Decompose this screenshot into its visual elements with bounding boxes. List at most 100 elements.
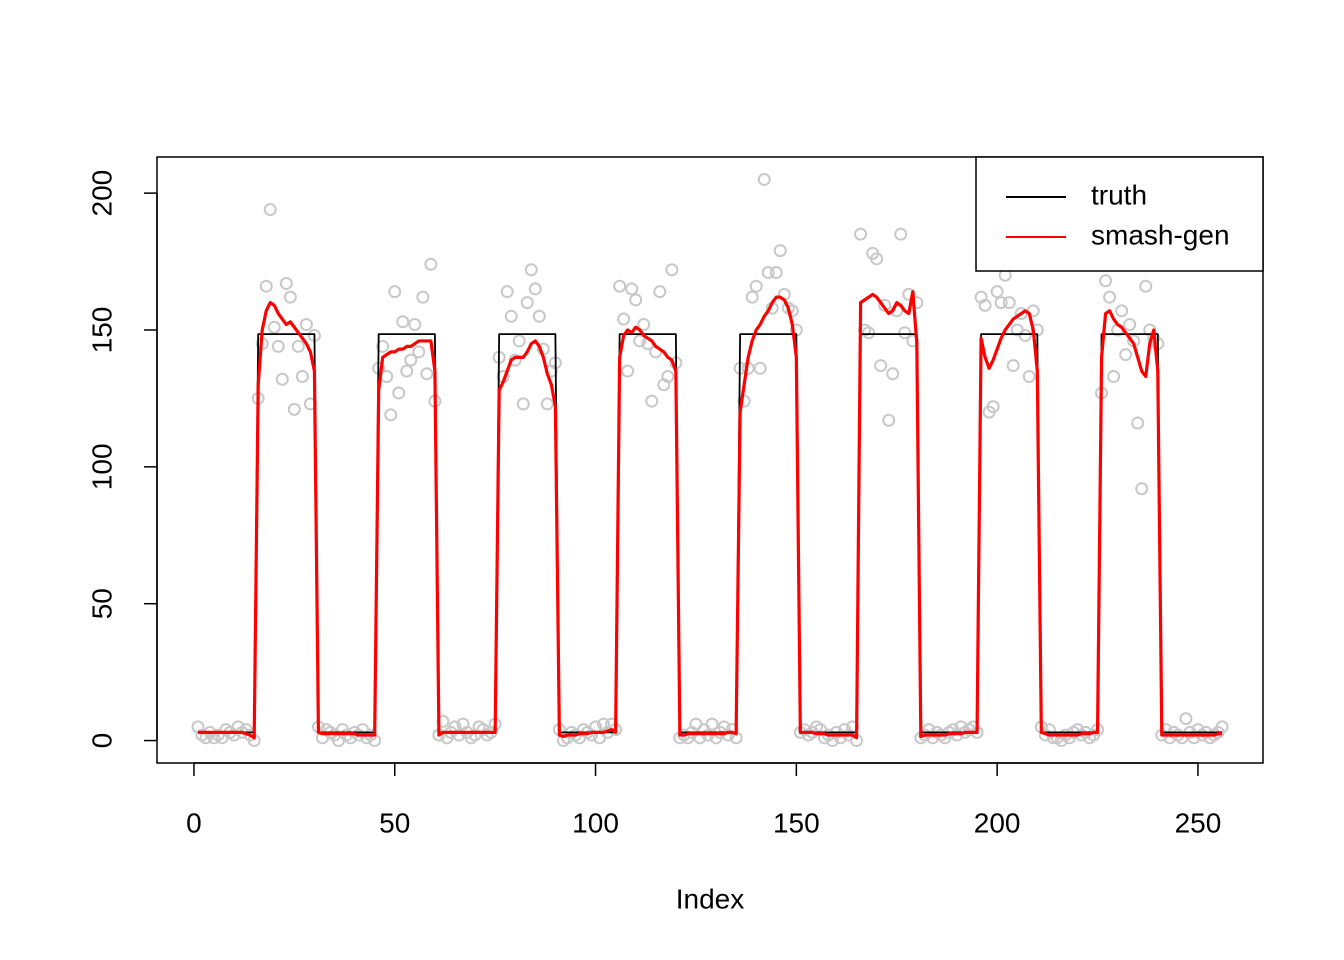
data-point (520, 296, 534, 310)
data-point (1179, 712, 1193, 726)
data-point (283, 290, 297, 304)
data-point (299, 318, 313, 332)
x-tick-label: 50 (379, 807, 410, 838)
data-point (267, 320, 281, 334)
data-point (452, 728, 466, 742)
data-point (1119, 348, 1133, 362)
data-point (408, 318, 422, 332)
data-point (1018, 328, 1032, 342)
x-tick-label: 150 (773, 807, 820, 838)
data-point (862, 326, 876, 340)
data-point (753, 361, 767, 375)
data-point (380, 370, 394, 384)
legend-label: smash-gen (1091, 219, 1230, 250)
data-point (761, 266, 775, 280)
data-point (1139, 279, 1153, 293)
x-tick-label: 100 (572, 807, 619, 838)
data-point (1099, 274, 1113, 288)
data-point (516, 397, 530, 411)
data-point (629, 293, 643, 307)
data-point (504, 309, 518, 323)
data-point (392, 386, 406, 400)
data-point (633, 334, 647, 348)
data-point (291, 339, 305, 353)
data-point (785, 304, 799, 318)
data-point (512, 334, 526, 348)
x-tick-label: 250 (1175, 807, 1222, 838)
data-point (621, 364, 635, 378)
y-tick-label: 150 (86, 307, 117, 354)
data-point (745, 290, 759, 304)
data-point (874, 359, 888, 373)
x-tick-label: 0 (186, 807, 202, 838)
data-point (749, 279, 763, 293)
data-point (1107, 370, 1121, 384)
y-tick-label: 0 (86, 733, 117, 749)
x-axis-label: Index (676, 883, 745, 914)
data-point (661, 370, 675, 384)
data-point (882, 413, 896, 427)
data-point (1135, 482, 1149, 496)
data-point (645, 394, 659, 408)
legend-box (975, 156, 1264, 272)
data-point (854, 227, 868, 241)
data-point (898, 326, 912, 340)
data-point (665, 263, 679, 277)
data-point (500, 285, 514, 299)
data-point (653, 285, 667, 299)
data-point (540, 397, 554, 411)
y-tick-label: 100 (86, 443, 117, 490)
data-point (637, 318, 651, 332)
data-point (990, 285, 1004, 299)
data-point (528, 282, 542, 296)
data-point (1103, 290, 1117, 304)
data-point (287, 402, 301, 416)
data-point (404, 353, 418, 367)
data-point (878, 298, 892, 312)
data-point (524, 263, 538, 277)
data-point (613, 279, 627, 293)
data-point (396, 315, 410, 329)
data-point (376, 339, 390, 353)
data-point (424, 257, 438, 271)
data-point (259, 279, 273, 293)
data-point (1131, 416, 1145, 430)
data-point (617, 312, 631, 326)
data-point (1006, 359, 1020, 373)
data-point (1115, 304, 1129, 318)
data-point (279, 276, 293, 290)
data-point (412, 345, 426, 359)
data-point (769, 266, 783, 280)
data-point (1123, 318, 1137, 332)
data-point (906, 334, 920, 348)
data-point (384, 408, 398, 422)
data-point (894, 227, 908, 241)
data-point (295, 370, 309, 384)
data-point (886, 367, 900, 381)
data-point (532, 309, 546, 323)
data-point (400, 364, 414, 378)
data-point (420, 367, 434, 381)
data-point (271, 339, 285, 353)
y-tick-label: 200 (86, 170, 117, 217)
data-point (994, 296, 1008, 310)
series-line (197, 290, 1223, 740)
data-point (870, 252, 884, 266)
y-tick-label: 50 (86, 588, 117, 619)
data-point (773, 244, 787, 258)
data-point (986, 400, 1000, 414)
data-point (625, 282, 639, 296)
data-point (416, 290, 430, 304)
series-line (197, 333, 1223, 734)
data-point (1022, 370, 1036, 384)
data-point (263, 203, 277, 217)
data-point (1002, 296, 1016, 310)
data-point (388, 285, 402, 299)
data-point (978, 298, 992, 312)
data-point (757, 172, 771, 186)
legend-label: truth (1091, 179, 1147, 210)
data-point (705, 717, 719, 731)
data-point (275, 372, 289, 386)
x-tick-label: 200 (974, 807, 1021, 838)
